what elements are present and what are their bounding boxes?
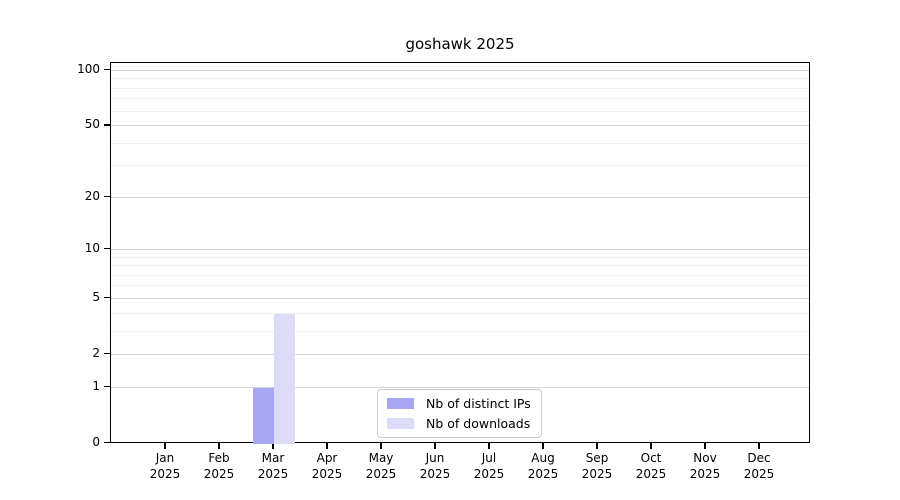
x-tick-mark [218, 443, 220, 449]
x-tick-label: Sep 2025 [581, 451, 613, 481]
gridline-minor [111, 285, 809, 287]
y-tick-label: 5 [92, 289, 100, 304]
gridline-minor [111, 256, 809, 258]
gridline-minor [111, 330, 809, 332]
legend-swatch [387, 398, 414, 409]
gridline-major [111, 196, 809, 198]
x-tick-mark [542, 443, 544, 449]
x-tick-label: Oct 2025 [635, 451, 667, 481]
gridline-minor [111, 78, 809, 80]
x-tick-label: Jul 2025 [473, 451, 505, 481]
y-tick-mark [104, 124, 110, 126]
y-tick-mark [104, 441, 110, 443]
x-tick-label: May 2025 [365, 451, 397, 481]
bar-downloads [274, 314, 295, 444]
x-tick-mark [326, 443, 328, 449]
legend-entry: Nb of distinct IPs [387, 396, 531, 411]
gridline-minor [111, 274, 809, 276]
x-tick-mark [488, 443, 490, 449]
plot-area [110, 62, 810, 444]
legend-label: Nb of downloads [426, 416, 531, 431]
x-tick-mark [704, 443, 706, 449]
gridline-major [111, 248, 809, 250]
y-tick-mark [104, 352, 110, 355]
chart-title: goshawk 2025 [405, 35, 515, 53]
x-tick-label: Jun 2025 [419, 451, 451, 481]
x-tick-label: Nov 2025 [689, 451, 721, 481]
x-tick-mark [164, 443, 166, 449]
legend-entry: Nb of downloads [387, 416, 531, 431]
gridline-major [111, 69, 809, 71]
gridline-minor [111, 98, 809, 100]
x-tick-label: Feb 2025 [203, 451, 235, 481]
x-tick-mark [650, 443, 652, 449]
y-tick-label: 10 [84, 240, 100, 255]
gridline-major [111, 297, 809, 299]
legend-swatch [387, 418, 414, 429]
gridline-minor [111, 110, 809, 112]
x-tick-mark [434, 443, 436, 449]
x-tick-label: Jan 2025 [149, 451, 181, 481]
x-tick-label: Mar 2025 [257, 451, 289, 481]
x-tick-mark [272, 443, 274, 449]
x-tick-label: Aug 2025 [527, 451, 559, 481]
y-tick-label: 100 [77, 61, 100, 76]
x-tick-mark [758, 443, 760, 449]
y-tick-mark [104, 385, 110, 388]
y-tick-mark [104, 247, 110, 250]
y-tick-label: 20 [84, 188, 100, 203]
gridline-major [111, 353, 809, 355]
gridline-minor [111, 165, 809, 167]
y-tick-mark [104, 68, 110, 71]
y-tick-label: 0 [92, 434, 100, 449]
gridline-minor [111, 312, 809, 314]
x-tick-label: Apr 2025 [311, 451, 343, 481]
gridline-minor [111, 265, 809, 267]
y-tick-label: 50 [84, 117, 100, 132]
x-tick-mark [596, 443, 598, 449]
y-tick-label: 1 [92, 378, 100, 393]
y-tick-mark [104, 195, 110, 198]
legend-label: Nb of distinct IPs [426, 396, 531, 411]
gridline-minor [111, 142, 809, 144]
bar-distinct-ips [253, 388, 274, 444]
x-tick-mark [380, 443, 382, 449]
legend: Nb of distinct IPs Nb of downloads [377, 389, 542, 438]
gridline-major [111, 125, 809, 127]
y-tick-mark [104, 296, 110, 299]
gridline-major [111, 386, 809, 388]
y-tick-label: 2 [92, 345, 100, 360]
x-tick-label: Dec 2025 [743, 451, 775, 481]
gridline-minor [111, 87, 809, 89]
